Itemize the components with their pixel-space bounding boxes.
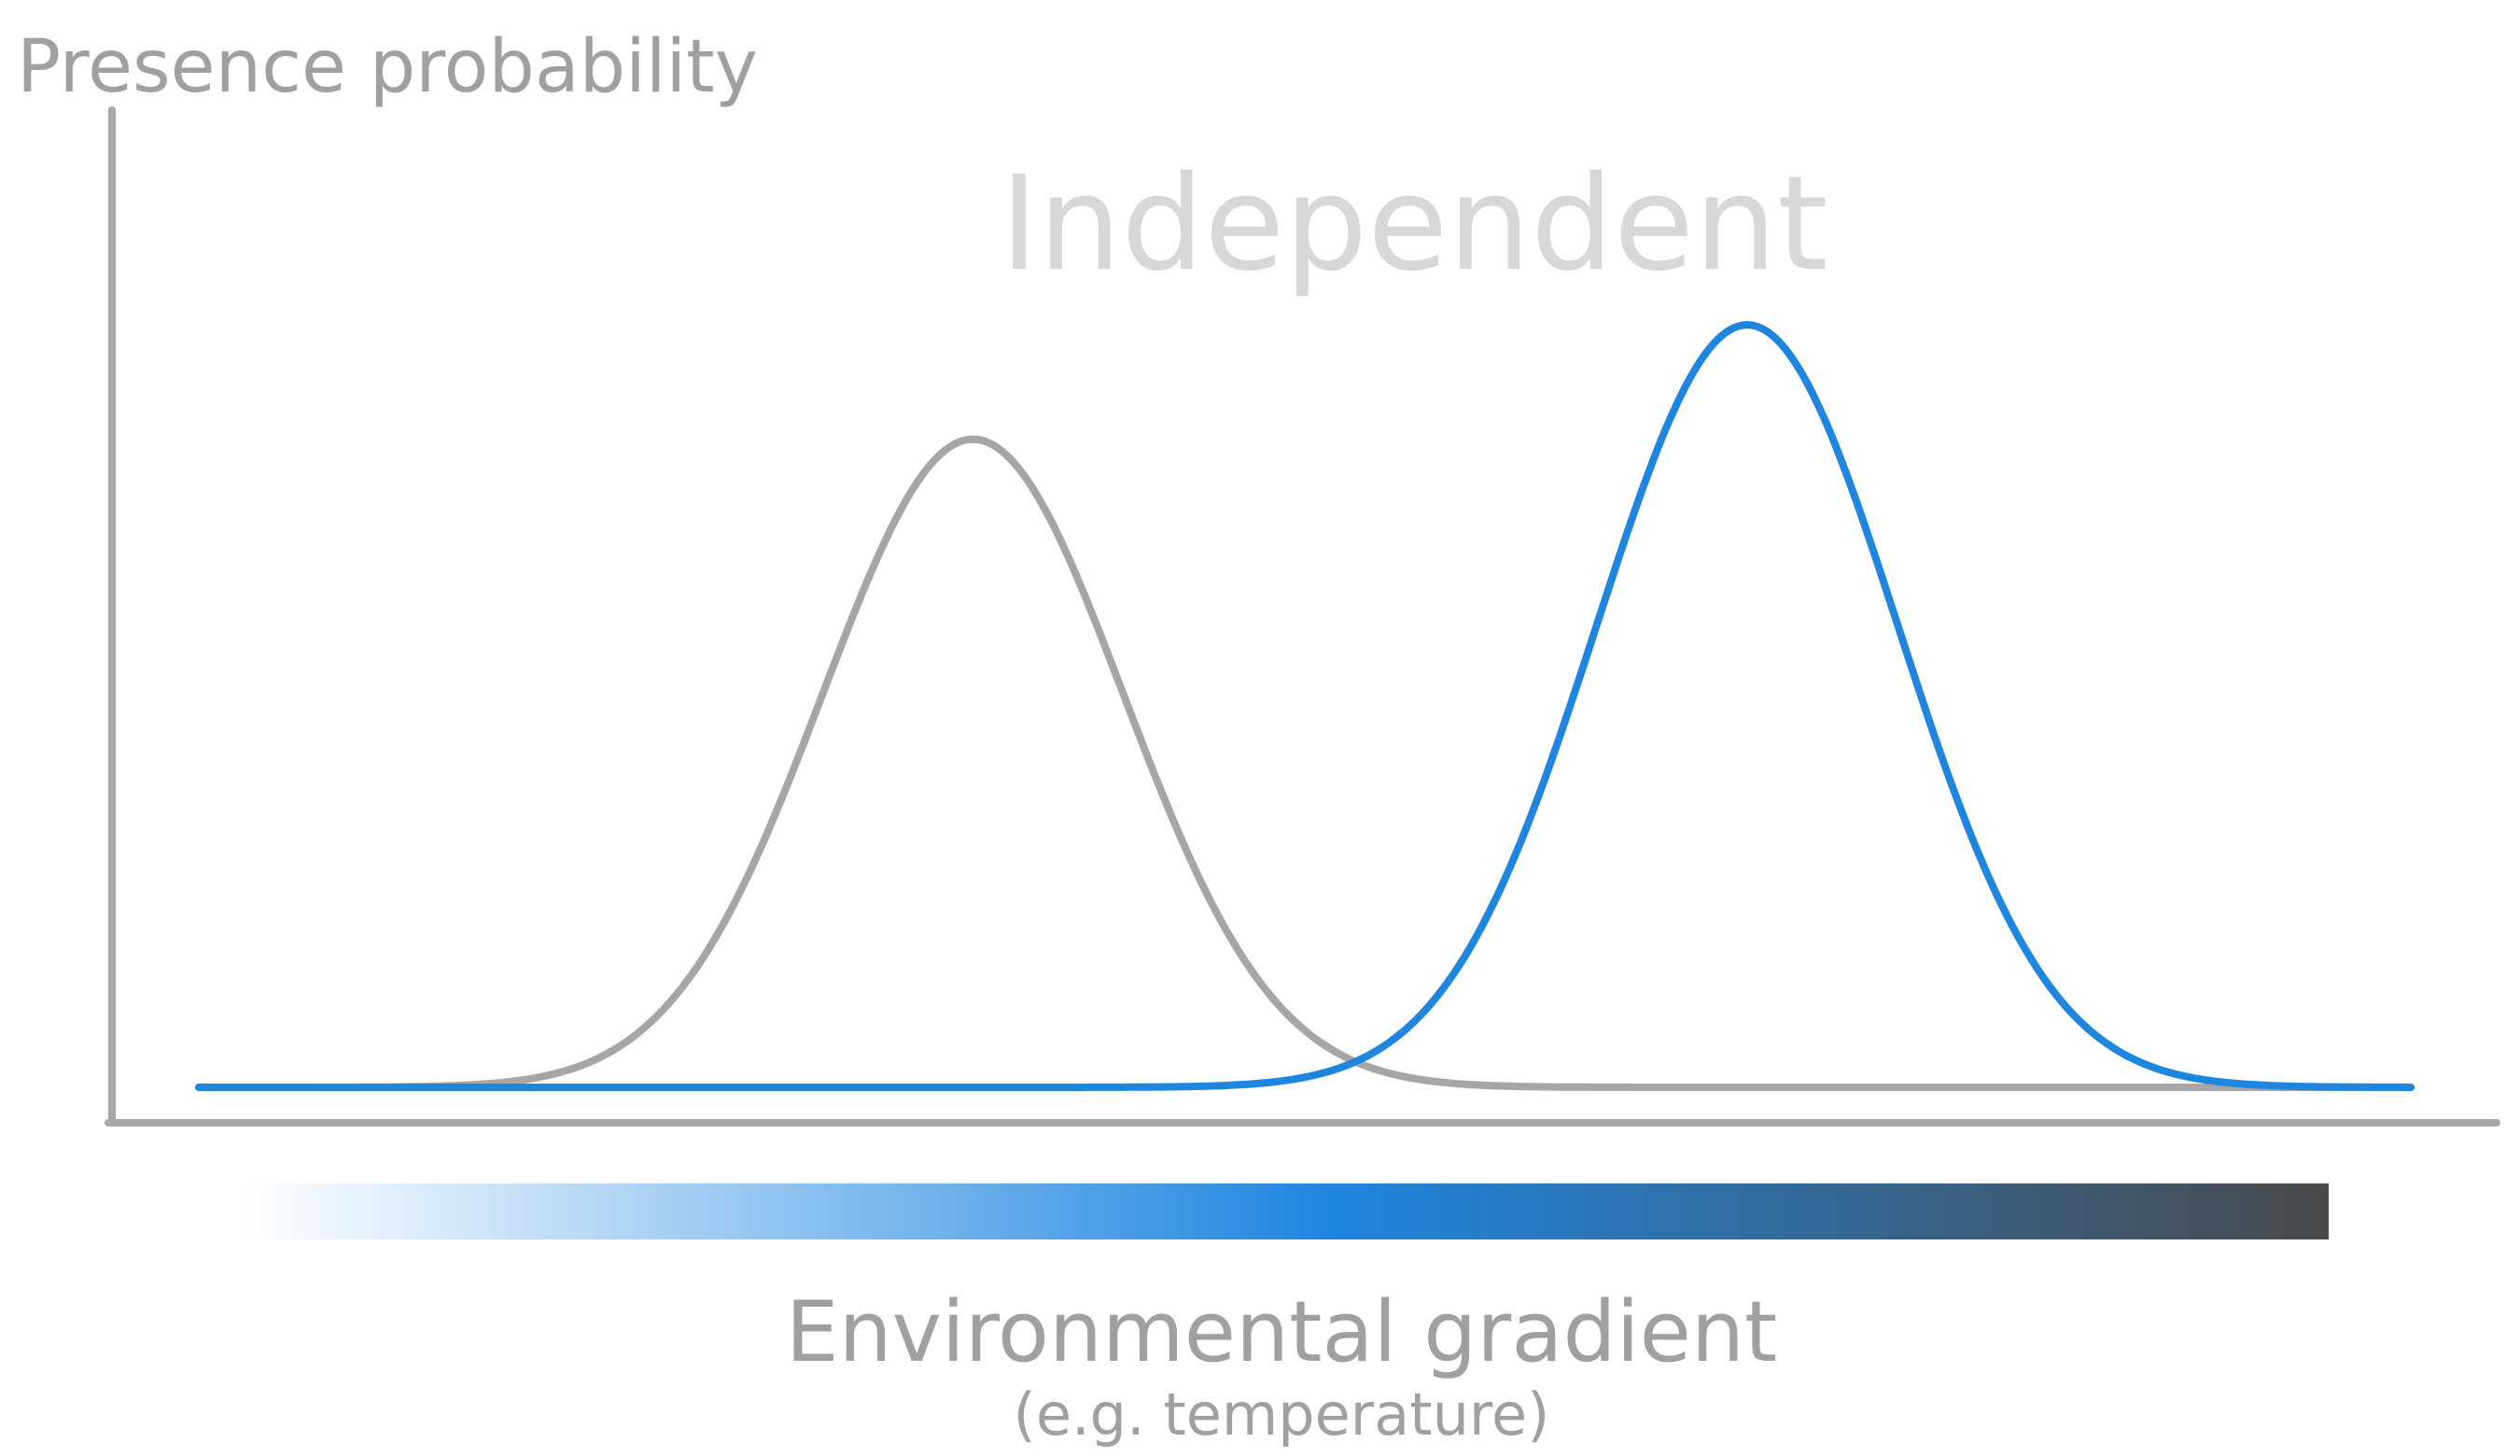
x-axis-label: Environmental gradient xyxy=(786,1283,1778,1381)
grey-response-curve xyxy=(195,435,2415,1091)
response-curves xyxy=(195,321,2415,1091)
panel-title: Independent xyxy=(1000,148,1827,301)
x-axis-sublabel: (e.g. temperature) xyxy=(1014,1380,1550,1449)
environmental-gradient-bar xyxy=(245,1183,2329,1239)
y-axis-label: Presence probability xyxy=(17,25,758,109)
blue-response-curve xyxy=(195,321,2415,1091)
